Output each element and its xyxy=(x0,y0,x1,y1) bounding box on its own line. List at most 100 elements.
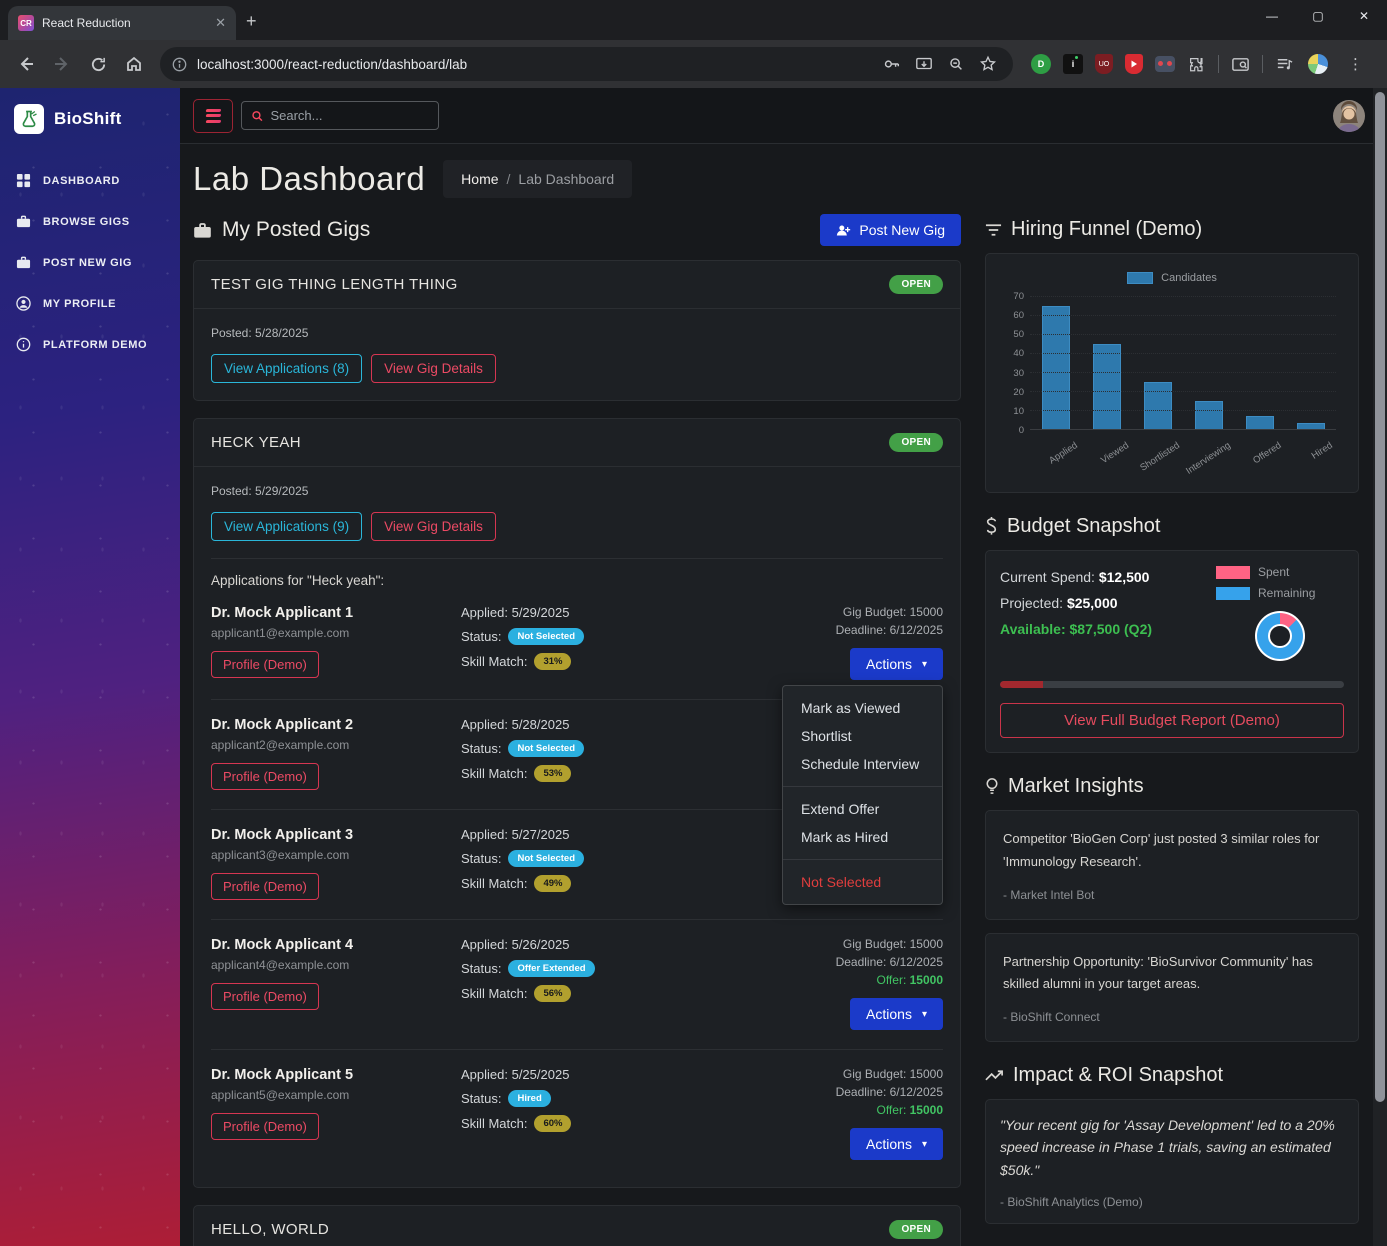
x-tick-label: Applied xyxy=(1047,440,1080,466)
budget-progress-bar xyxy=(1000,681,1344,688)
profile-demo-button[interactable]: Profile (Demo) xyxy=(211,1113,319,1140)
forward-button[interactable] xyxy=(46,48,78,80)
back-button[interactable] xyxy=(10,48,42,80)
applicant-email: applicant4@example.com xyxy=(211,958,461,972)
browser-menu-icon[interactable]: ⋮ xyxy=(1342,55,1369,73)
side-panel-search-icon[interactable] xyxy=(1231,55,1250,74)
tab-close-icon[interactable]: ✕ xyxy=(215,15,226,31)
view-gig-details-button[interactable]: View Gig Details xyxy=(371,512,496,541)
impact-card: "Your recent gig for 'Assay Development'… xyxy=(985,1099,1359,1224)
actions-button[interactable]: Actions▾ xyxy=(850,998,943,1030)
menu-item-mark-as-hired[interactable]: Mark as Hired xyxy=(783,823,942,851)
brand[interactable]: BioShift xyxy=(0,88,180,160)
bookmark-star-icon[interactable] xyxy=(979,55,997,73)
actions-button[interactable]: Actions▾ xyxy=(850,648,943,680)
passwords-key-icon[interactable] xyxy=(883,55,901,73)
post-new-gig-button[interactable]: Post New Gig xyxy=(820,214,961,246)
sidebar: BioShift DASHBOARD BROWSE GIGS POST NEW … xyxy=(0,88,180,1246)
window-close-button[interactable]: ✕ xyxy=(1341,0,1387,32)
view-gig-details-button[interactable]: View Gig Details xyxy=(371,354,496,383)
page-scrollbar[interactable] xyxy=(1373,88,1387,1246)
bar-hired xyxy=(1297,423,1325,429)
menu-divider xyxy=(783,786,942,787)
applicant-row: Dr. Mock Applicant 4 applicant4@example.… xyxy=(211,920,943,1050)
new-tab-button[interactable]: + xyxy=(246,11,257,32)
profile-demo-button[interactable]: Profile (Demo) xyxy=(211,983,319,1010)
window-maximize-button[interactable]: ▢ xyxy=(1295,0,1341,32)
x-tick-label: Shortlisted xyxy=(1138,440,1182,474)
sidebar-item-browse-gigs[interactable]: BROWSE GIGS xyxy=(0,201,180,242)
home-button[interactable] xyxy=(118,48,150,80)
extensions-puzzle-icon[interactable] xyxy=(1187,55,1206,74)
app-topbar xyxy=(180,88,1387,144)
media-controls-icon[interactable] xyxy=(1275,55,1294,74)
bar-interviewing xyxy=(1195,401,1223,430)
skill-match-label: Skill Match: xyxy=(461,654,527,669)
budget-heading: Budget Snapshot xyxy=(1007,515,1160,538)
extension-d-icon[interactable]: D xyxy=(1031,54,1051,74)
sidebar-toggle-button[interactable] xyxy=(193,99,233,133)
breadcrumb-home[interactable]: Home xyxy=(461,171,498,187)
y-tick-label: 60 xyxy=(1013,310,1024,321)
actions-button[interactable]: Actions▾ xyxy=(850,1128,943,1160)
scrollbar-thumb[interactable] xyxy=(1375,92,1385,1102)
search-input[interactable] xyxy=(270,108,429,123)
x-tick-label: Hired xyxy=(1309,440,1334,462)
applicant-name: Dr. Mock Applicant 3 xyxy=(211,827,461,843)
sidebar-item-post-new-gig[interactable]: POST NEW GIG xyxy=(0,242,180,283)
profile-demo-button[interactable]: Profile (Demo) xyxy=(211,873,319,900)
applied-date: Applied: 5/25/2025 xyxy=(461,1067,708,1082)
user-avatar[interactable] xyxy=(1333,100,1365,132)
applicant-row: Dr. Mock Applicant 1 applicant1@example.… xyxy=(211,588,943,700)
gig-title: HECK YEAH xyxy=(211,434,301,451)
actions-dropdown: Actions▾ Mark as Viewed Shortlist Schedu… xyxy=(850,648,943,680)
legend-swatch xyxy=(1127,272,1153,284)
applicant-email: applicant2@example.com xyxy=(211,738,461,752)
menu-item-extend-offer[interactable]: Extend Offer xyxy=(783,795,942,823)
site-info-icon[interactable] xyxy=(172,57,187,72)
impact-heading: Impact & ROI Snapshot xyxy=(1013,1064,1223,1087)
actions-dropdown-menu: Mark as Viewed Shortlist Schedule Interv… xyxy=(782,685,943,905)
ublock-origin-icon[interactable]: UO xyxy=(1095,54,1113,74)
install-icon[interactable] xyxy=(915,55,933,73)
funnel-heading: Hiring Funnel (Demo) xyxy=(1011,218,1202,241)
lightbulb-icon xyxy=(985,777,999,796)
page-title: Lab Dashboard xyxy=(193,160,425,198)
profile-demo-button[interactable]: Profile (Demo) xyxy=(211,651,319,678)
sidebar-item-dashboard[interactable]: DASHBOARD xyxy=(0,160,180,201)
view-applications-button[interactable]: View Applications (9) xyxy=(211,512,362,541)
reload-button[interactable] xyxy=(82,48,114,80)
view-applications-button[interactable]: View Applications (8) xyxy=(211,354,362,383)
sidebar-item-my-profile[interactable]: MY PROFILE xyxy=(0,283,180,324)
gig-title: HELLO, WORLD xyxy=(211,1221,329,1238)
menu-item-shortlist[interactable]: Shortlist xyxy=(783,722,942,750)
robot-extension-icon[interactable] xyxy=(1155,56,1175,72)
menu-item-mark-as-viewed[interactable]: Mark as Viewed xyxy=(783,694,942,722)
extension-i-icon[interactable]: i xyxy=(1063,54,1083,74)
url-bar[interactable]: localhost:3000/react-reduction/dashboard… xyxy=(160,47,1013,81)
applicant-email: applicant1@example.com xyxy=(211,626,461,640)
url-text[interactable]: localhost:3000/react-reduction/dashboard… xyxy=(197,57,873,72)
sidebar-item-platform-demo[interactable]: PLATFORM DEMO xyxy=(0,324,180,365)
breadcrumb: Home / Lab Dashboard xyxy=(443,160,632,198)
status-label: Status: xyxy=(461,741,501,756)
offer-amount: Offer: 15000 xyxy=(708,1103,943,1117)
view-budget-report-button[interactable]: View Full Budget Report (Demo) xyxy=(1000,703,1344,738)
status-label: Status: xyxy=(461,1091,501,1106)
menu-item-schedule-interview[interactable]: Schedule Interview xyxy=(783,750,942,778)
profile-demo-button[interactable]: Profile (Demo) xyxy=(211,763,319,790)
window-minimize-button[interactable]: — xyxy=(1249,0,1295,32)
browser-tab[interactable]: CR React Reduction ✕ xyxy=(8,6,236,40)
legend-label: Candidates xyxy=(1161,272,1217,284)
browser-profile-avatar[interactable] xyxy=(1306,52,1330,76)
menu-item-not-selected[interactable]: Not Selected xyxy=(783,868,942,896)
zoom-icon[interactable] xyxy=(947,55,965,73)
gig-card: HELLO, WORLD OPEN Posted: 5/29/2025 View… xyxy=(193,1205,961,1246)
search-icon xyxy=(251,109,263,123)
video-blocker-icon[interactable] xyxy=(1125,54,1143,74)
grid-line xyxy=(1030,334,1336,335)
status-label: Status: xyxy=(461,961,501,976)
search-box[interactable] xyxy=(241,101,439,130)
hiring-funnel-card: Candidates 706050403020100 AppliedViewed… xyxy=(985,253,1359,493)
status-badge: Offer Extended xyxy=(508,960,594,977)
